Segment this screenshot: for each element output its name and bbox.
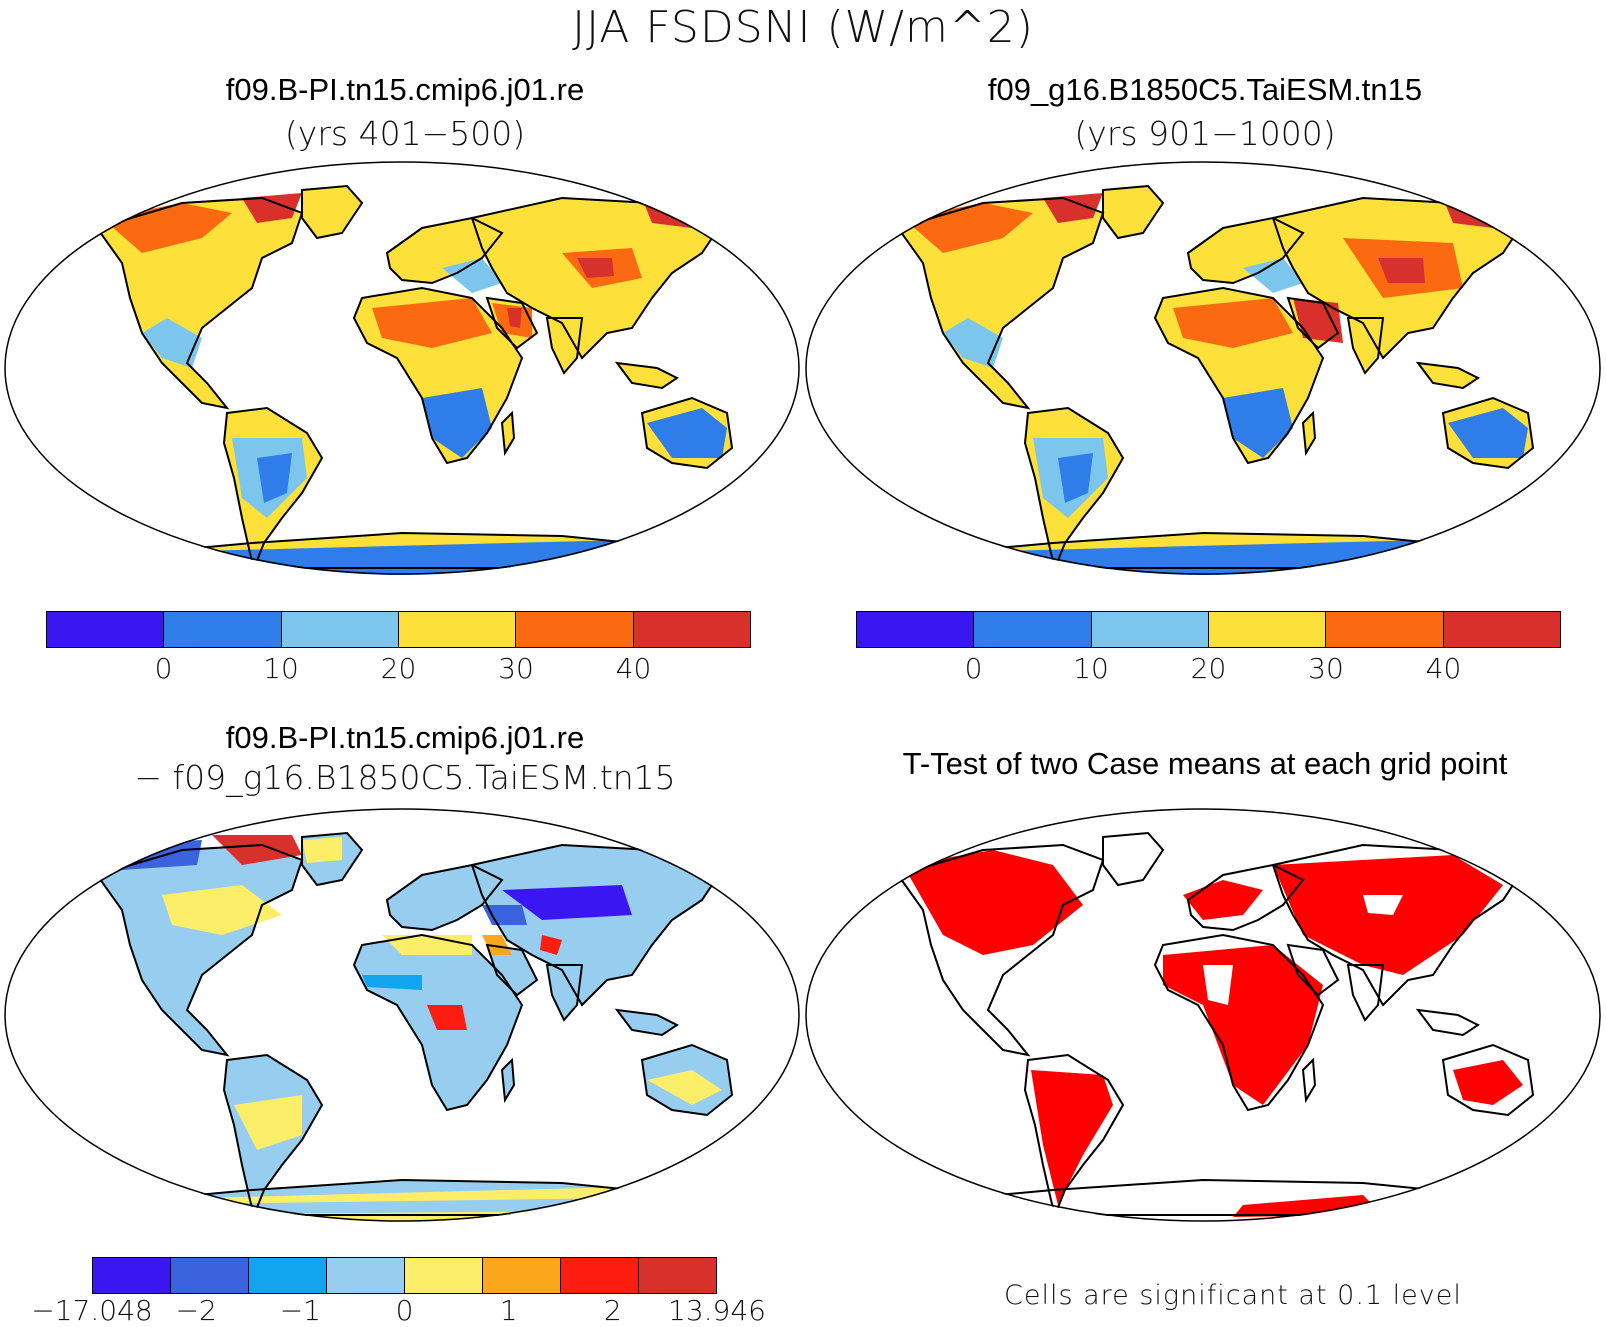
colorbar-tick-label: 20: [1190, 652, 1227, 685]
colorbar-swatch: [483, 1258, 561, 1293]
colorbar-swatch: [1208, 612, 1327, 647]
colorbar-swatch: [164, 612, 282, 647]
colorbar-swatch: [639, 1258, 716, 1293]
panel-diff-subtitle: − f09_g16.B1850C5.TaiESM.tn15: [134, 758, 676, 797]
colorbar-case2: [856, 611, 1561, 648]
colorbar-tick-label: −2: [175, 1294, 217, 1327]
colorbar-swatch: [857, 612, 975, 647]
colorbar-swatch: [1443, 612, 1560, 647]
colorbar-swatch: [1326, 612, 1444, 647]
colorbar-swatch: [1091, 612, 1209, 647]
colorbar-tick-label: 0: [964, 652, 983, 685]
colorbar-swatch: [327, 1258, 405, 1293]
colorbar-tick-label: 10: [263, 652, 299, 685]
colorbar-tick-label: 0: [395, 1294, 414, 1327]
colorbar-tick-label: 40: [615, 652, 652, 685]
panel-diff-title: f09.B-PI.tn15.cmip6.j01.re: [225, 720, 585, 755]
colorbar-swatch: [516, 612, 634, 647]
significance-note: Cells are significant at 0.1 level: [1004, 1280, 1462, 1311]
colorbar-swatch: [93, 1258, 171, 1293]
colorbar-tick-label: 30: [1308, 652, 1344, 685]
colorbar-tick-label: 2: [603, 1294, 622, 1327]
panel-case1-title: f09.B-PI.tn15.cmip6.j01.re: [225, 72, 585, 107]
panel-case2-subtitle: (yrs 901−1000): [1074, 114, 1336, 153]
colorbar-tick-label: 40: [1425, 652, 1462, 685]
colorbar-tick-label: −1: [279, 1294, 321, 1327]
colorbar-swatch: [47, 612, 165, 647]
colorbar-tick-label: 1: [499, 1294, 518, 1327]
colorbar-swatch: [398, 612, 517, 647]
colorbar-swatch: [633, 612, 750, 647]
colorbar-swatch: [561, 1258, 639, 1293]
colorbar-swatch: [171, 1258, 249, 1293]
panel-case2-title: f09_g16.B1850C5.TaiESM.tn15: [987, 72, 1423, 107]
colorbar-tick-label: 10: [1073, 652, 1109, 685]
colorbar-tick-label: −17.048: [31, 1294, 153, 1327]
map-case1: [4, 161, 800, 575]
map-diff: [4, 808, 800, 1222]
colorbar-swatch: [405, 1258, 483, 1293]
figure-title: JJA FSDSNI (W/m^2): [572, 2, 1034, 53]
colorbar-swatch: [281, 612, 399, 647]
map-ttest: [805, 808, 1601, 1222]
colorbar-swatch: [249, 1258, 327, 1293]
colorbar-diff: [92, 1257, 717, 1294]
colorbar-tick-label: 20: [380, 652, 417, 685]
colorbar-case1: [46, 611, 751, 648]
colorbar-tick-label: 13.946: [668, 1294, 766, 1327]
colorbar-tick-label: 0: [154, 652, 173, 685]
colorbar-swatch: [974, 612, 1092, 647]
colorbar-tick-label: 30: [498, 652, 534, 685]
map-case2: [805, 161, 1601, 575]
panel-case1-subtitle: (yrs 401−500): [284, 114, 526, 153]
panel-ttest-title: T-Test of two Case means at each grid po…: [902, 746, 1508, 781]
